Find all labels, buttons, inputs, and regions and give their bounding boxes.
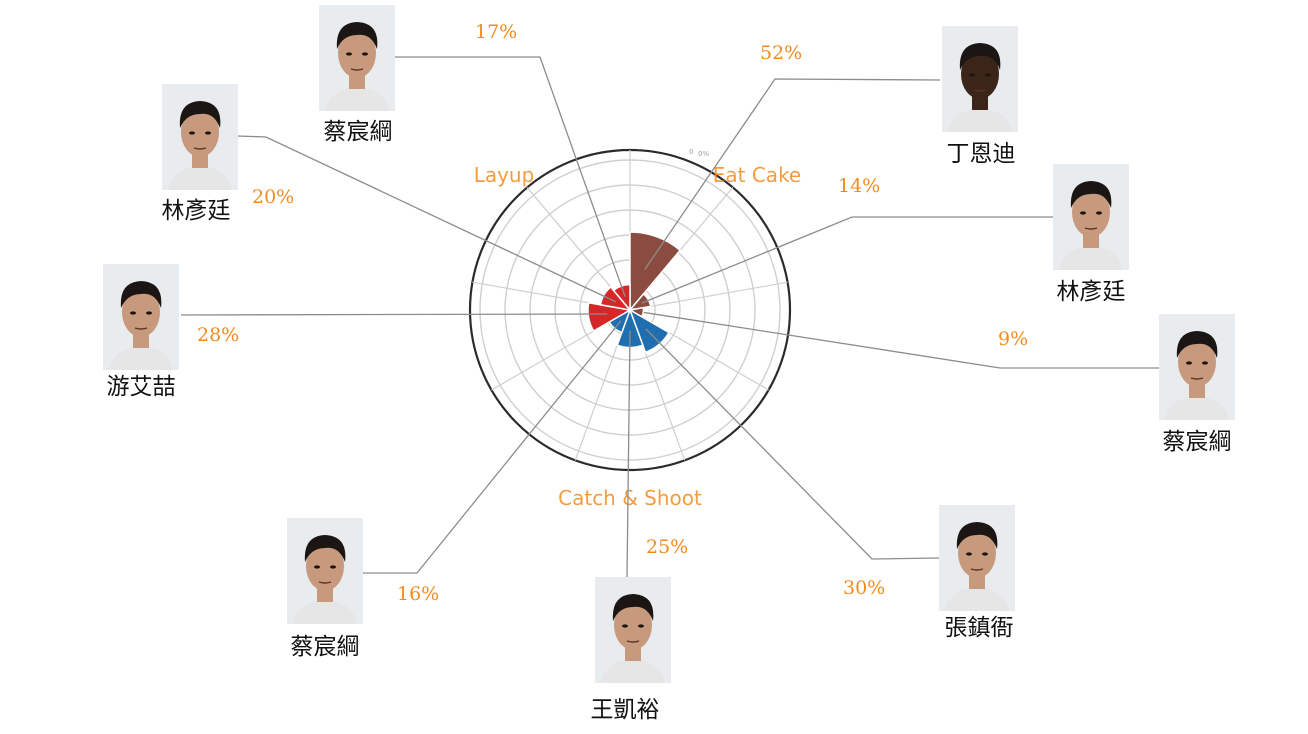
percent-label: 9%	[998, 328, 1029, 350]
bar-wedge	[628, 292, 652, 312]
leader-lines	[180, 56, 1159, 578]
player-photo	[595, 577, 671, 683]
player-name: 蔡宸綱	[1162, 429, 1232, 455]
category-label: Layup	[474, 163, 535, 187]
ring-value-label: 0%	[698, 150, 709, 158]
player-name: 蔡宸綱	[323, 119, 393, 145]
player-photo	[942, 26, 1018, 132]
player-name: 丁恩迪	[946, 141, 1016, 167]
player-photo	[1053, 164, 1129, 270]
player-name: 林彥廷	[161, 198, 231, 224]
player-name: 游艾喆	[106, 374, 176, 400]
percent-label: 28%	[197, 324, 240, 346]
polar-bars	[587, 231, 682, 354]
leader-line	[362, 320, 622, 574]
leader-line	[395, 56, 626, 298]
percent-label: 52%	[760, 42, 803, 64]
player-photo	[162, 84, 238, 190]
percent-label: 25%	[646, 536, 689, 558]
player-name: 蔡宸綱	[290, 634, 360, 660]
leader-line	[237, 135, 616, 303]
leader-line	[180, 313, 608, 316]
player-name: 林彥廷	[1056, 279, 1126, 305]
player-photo	[103, 264, 179, 370]
bar-wedge	[629, 231, 682, 313]
leader-line	[641, 216, 1053, 304]
player-photo	[1159, 314, 1235, 420]
player-name: 王凱裕	[590, 697, 660, 723]
player-name: 張鎮衙	[944, 615, 1014, 641]
percent-label: 20%	[252, 186, 295, 208]
grid-spoke	[629, 281, 788, 311]
bar-wedge	[587, 301, 633, 333]
leader-line	[644, 78, 941, 271]
bar-wedge	[599, 285, 632, 312]
category-label: Eat Cake	[713, 163, 802, 187]
percent-label: 30%	[843, 577, 886, 599]
category-label: Catch & Shoot	[558, 486, 702, 510]
player-photo	[939, 505, 1015, 611]
percent-label: 16%	[397, 583, 440, 605]
leader-line	[626, 330, 631, 578]
percent-label: 17%	[475, 21, 518, 43]
player-photo	[319, 5, 395, 111]
player-photo	[287, 518, 363, 624]
ring-value-label: 0	[689, 148, 693, 156]
leader-line	[645, 328, 940, 560]
percent-label: 14%	[838, 175, 881, 197]
leader-line	[643, 311, 1159, 369]
